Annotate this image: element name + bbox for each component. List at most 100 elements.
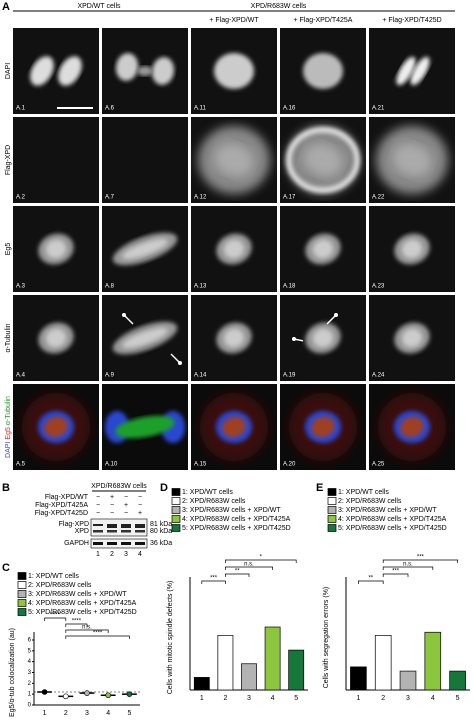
micrograph (369, 117, 455, 203)
cell-label: A.8 (105, 284, 115, 290)
condition-mark: − (138, 494, 142, 501)
stain (303, 53, 343, 89)
bar (374, 635, 392, 691)
micrograph-bg (13, 28, 99, 114)
x-tick-label: 2 (223, 695, 227, 702)
significance-bracket (44, 617, 67, 621)
group-header: XPD/WT cells (77, 3, 121, 10)
stain (402, 328, 422, 348)
significance-label: **** (51, 613, 61, 619)
stain (313, 328, 333, 348)
cell-label: A.14 (194, 373, 207, 379)
significance-label: ** (235, 569, 240, 575)
x-tick-label: 1 (200, 695, 204, 702)
legend-swatch (171, 497, 181, 505)
condition-mark: − (124, 494, 128, 501)
micrograph (191, 206, 277, 292)
cell-label: A.17 (283, 195, 296, 201)
band (107, 530, 117, 533)
bar (217, 635, 234, 691)
significance-bracket (382, 573, 409, 577)
condition-mark: − (110, 502, 114, 509)
bar (264, 626, 281, 691)
bar (449, 670, 466, 691)
blot (90, 538, 148, 549)
cell-label: A.5 (16, 462, 26, 468)
x-tick-label: 5 (456, 695, 460, 702)
cell-label: A.15 (194, 462, 207, 468)
cell-label: A.23 (372, 284, 385, 290)
band (93, 542, 103, 545)
cell-label: A.3 (16, 284, 26, 290)
x-tick-label: 3 (85, 710, 89, 717)
significance-bracket (65, 629, 109, 633)
cell-label: A.19 (283, 373, 296, 379)
bar (350, 666, 367, 691)
blot-size: 80 kDa (150, 528, 172, 535)
significance-bracket (225, 573, 250, 577)
blot-size: 36 kDa (150, 540, 172, 547)
row-label-part: α-Tubulin (5, 396, 12, 425)
x-tick-label: 1 (43, 710, 47, 717)
legend-swatch (327, 524, 337, 532)
condition-label: Flag-XPD/T425D (35, 510, 88, 517)
row-label-part: DAPI (5, 442, 12, 458)
legend-swatch (17, 572, 27, 580)
stain (151, 57, 175, 85)
arrow-head (334, 313, 338, 317)
legend-swatch (17, 608, 27, 616)
cell-label: A.6 (105, 106, 115, 112)
cell-label: A.7 (105, 195, 115, 201)
band (121, 530, 131, 533)
mean-dot (63, 693, 69, 700)
micrograph (191, 295, 277, 381)
legend-swatch (17, 599, 27, 607)
legend-label: 3: XPD/R683W cells + XPD/WT (182, 507, 281, 514)
legend-label: 2: XPD/R683W cells (338, 498, 402, 505)
micrograph-bg (13, 117, 99, 203)
stain (58, 56, 82, 86)
legend-swatch (17, 581, 27, 589)
x-tick-label: 3 (247, 695, 251, 702)
band (135, 542, 145, 545)
legend-label: 1: XPD/WT cells (28, 573, 79, 580)
cell-label: A.2 (16, 195, 26, 201)
arrow-head (178, 361, 182, 365)
significance-bracket (358, 580, 384, 584)
stain (115, 415, 175, 439)
significance-bracket (65, 635, 130, 639)
micrograph (191, 384, 277, 470)
arrow (123, 314, 134, 325)
cell-label: A.18 (283, 284, 296, 290)
legend-label: 4: XPD/R683W cells + XPD/T425A (182, 516, 291, 523)
significance-label: **** (93, 631, 103, 637)
band (135, 530, 145, 533)
x-tick-label: 2 (64, 710, 68, 717)
row-label-part: Eg5 (5, 427, 12, 440)
panel-label: E (316, 482, 323, 494)
condition-mark: − (96, 502, 100, 509)
arrow (326, 314, 337, 325)
bar (424, 631, 442, 691)
blot-size: 81 kDa (150, 521, 172, 528)
micrograph (13, 117, 99, 203)
stain (224, 328, 244, 348)
column-header: + Flag-XPD/WT (209, 17, 259, 24)
x-tick-label: 3 (406, 695, 410, 702)
lane-label: 2 (110, 551, 114, 558)
group-header: XPD/R683W cells (251, 3, 307, 10)
stain (46, 328, 66, 348)
micrograph (102, 28, 188, 114)
band (93, 524, 103, 526)
cell-label: A.21 (372, 106, 385, 112)
x-tick-label: 2 (381, 695, 385, 702)
y-tick-label: 2 (28, 681, 32, 687)
significance-bracket (382, 566, 434, 570)
panel-label: C (2, 562, 10, 574)
micrograph (280, 384, 366, 470)
condition-label: Flag-XPD/T425A (35, 502, 88, 509)
legend-label: 3: XPD/R683W cells + XPD/WT (28, 591, 127, 598)
row-label: α-Tubulin (5, 323, 12, 352)
row-label: DAPI Eg5 α-Tubulin (5, 396, 12, 458)
